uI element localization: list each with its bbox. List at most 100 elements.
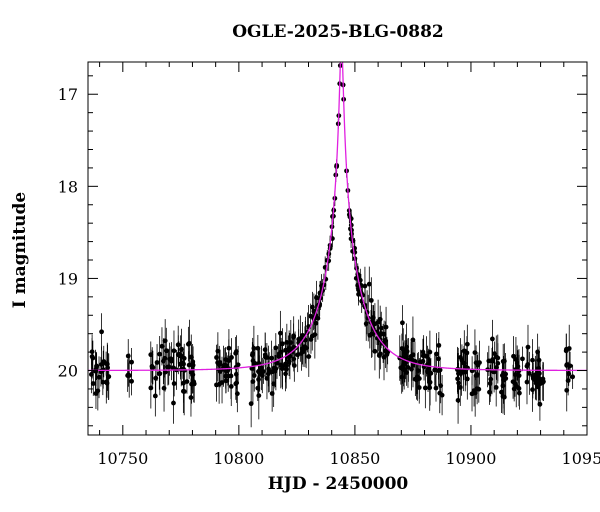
data-point: [490, 358, 495, 364]
data-point: [437, 367, 443, 373]
data-point: [404, 370, 410, 375]
data-point: [422, 385, 428, 391]
data-point: [432, 367, 438, 373]
data-point: [513, 384, 519, 389]
data-point: [492, 351, 498, 357]
data-point: [184, 379, 190, 384]
data-point: [256, 369, 261, 374]
data-point: [170, 365, 176, 371]
data-point: [399, 346, 405, 351]
data-point: [339, 40, 344, 45]
data-point: [520, 356, 525, 362]
data-point: [310, 304, 315, 310]
data-point: [255, 345, 261, 351]
data-point: [223, 378, 229, 384]
data-point: [90, 355, 96, 361]
data-point: [99, 329, 104, 335]
data-point: [234, 391, 240, 397]
data-point: [414, 377, 419, 383]
data-point: [339, 42, 344, 47]
data-point: [421, 352, 427, 358]
data-point: [400, 320, 405, 326]
data-point: [181, 361, 186, 367]
data-layer: [88, 40, 587, 428]
data-point: [339, 44, 344, 49]
data-point: [216, 381, 222, 387]
data-point: [125, 353, 131, 359]
data-point: [299, 351, 304, 356]
data-point: [381, 331, 387, 337]
data-point: [378, 325, 384, 331]
data-point: [171, 381, 177, 386]
data-point: [464, 350, 470, 356]
chart-title: OGLE-2025-BLG-0882: [232, 22, 444, 42]
data-point: [100, 379, 106, 385]
data-point: [264, 376, 270, 381]
data-point: [106, 374, 112, 379]
data-point: [178, 353, 184, 359]
data-point: [425, 368, 431, 374]
data-point: [537, 377, 542, 383]
data-point: [271, 365, 277, 371]
data-point: [214, 355, 219, 360]
data-point: [152, 393, 158, 399]
data-point: [398, 365, 404, 371]
data-point: [161, 385, 167, 391]
data-point: [404, 349, 410, 354]
x-tick-label: 10800: [213, 449, 264, 468]
plot-frame: [87, 61, 588, 436]
data-point: [166, 364, 172, 370]
x-tick-label: 10900: [446, 449, 497, 468]
data-point: [475, 362, 481, 368]
data-point: [530, 373, 536, 379]
data-point: [223, 357, 228, 362]
data-point: [129, 378, 134, 384]
data-point: [154, 360, 160, 365]
data-point: [93, 368, 98, 374]
data-point: [262, 347, 268, 353]
data-point: [185, 341, 191, 347]
data-point: [566, 371, 572, 377]
data-point: [369, 331, 374, 337]
data-point: [148, 352, 154, 358]
data-point: [495, 355, 501, 361]
data-point: [384, 352, 390, 357]
data-point: [188, 395, 194, 400]
data-point: [494, 365, 499, 370]
data-point: [570, 374, 576, 380]
data-point: [259, 365, 264, 371]
data-point: [525, 362, 531, 367]
x-axis-label: HJD - 2450000: [267, 474, 409, 494]
data-point: [273, 345, 279, 351]
data-point: [438, 383, 444, 389]
data-point: [410, 363, 416, 368]
data-point: [94, 363, 99, 369]
data-point: [368, 297, 374, 303]
data-point: [472, 350, 478, 355]
data-point: [566, 346, 572, 351]
data-point: [129, 359, 134, 365]
data-point: [377, 316, 383, 322]
data-point: [256, 393, 262, 399]
data-point: [248, 401, 254, 407]
data-point: [190, 362, 196, 368]
data-point: [383, 324, 389, 330]
data-point: [308, 337, 314, 342]
data-point: [251, 373, 257, 378]
data-point: [283, 371, 288, 377]
data-point: [276, 353, 282, 359]
data-point: [427, 385, 433, 391]
data-point: [511, 353, 516, 359]
data-point: [516, 390, 522, 396]
y-axis-label: I magnitude: [10, 191, 30, 309]
data-point: [487, 381, 493, 386]
model-curve: [88, 62, 587, 372]
data-point: [416, 385, 422, 390]
data-point: [279, 366, 285, 372]
data-point: [159, 343, 165, 349]
data-point: [469, 391, 475, 397]
data-point: [399, 374, 405, 380]
data-point: [476, 386, 482, 392]
data-point: [433, 385, 439, 391]
